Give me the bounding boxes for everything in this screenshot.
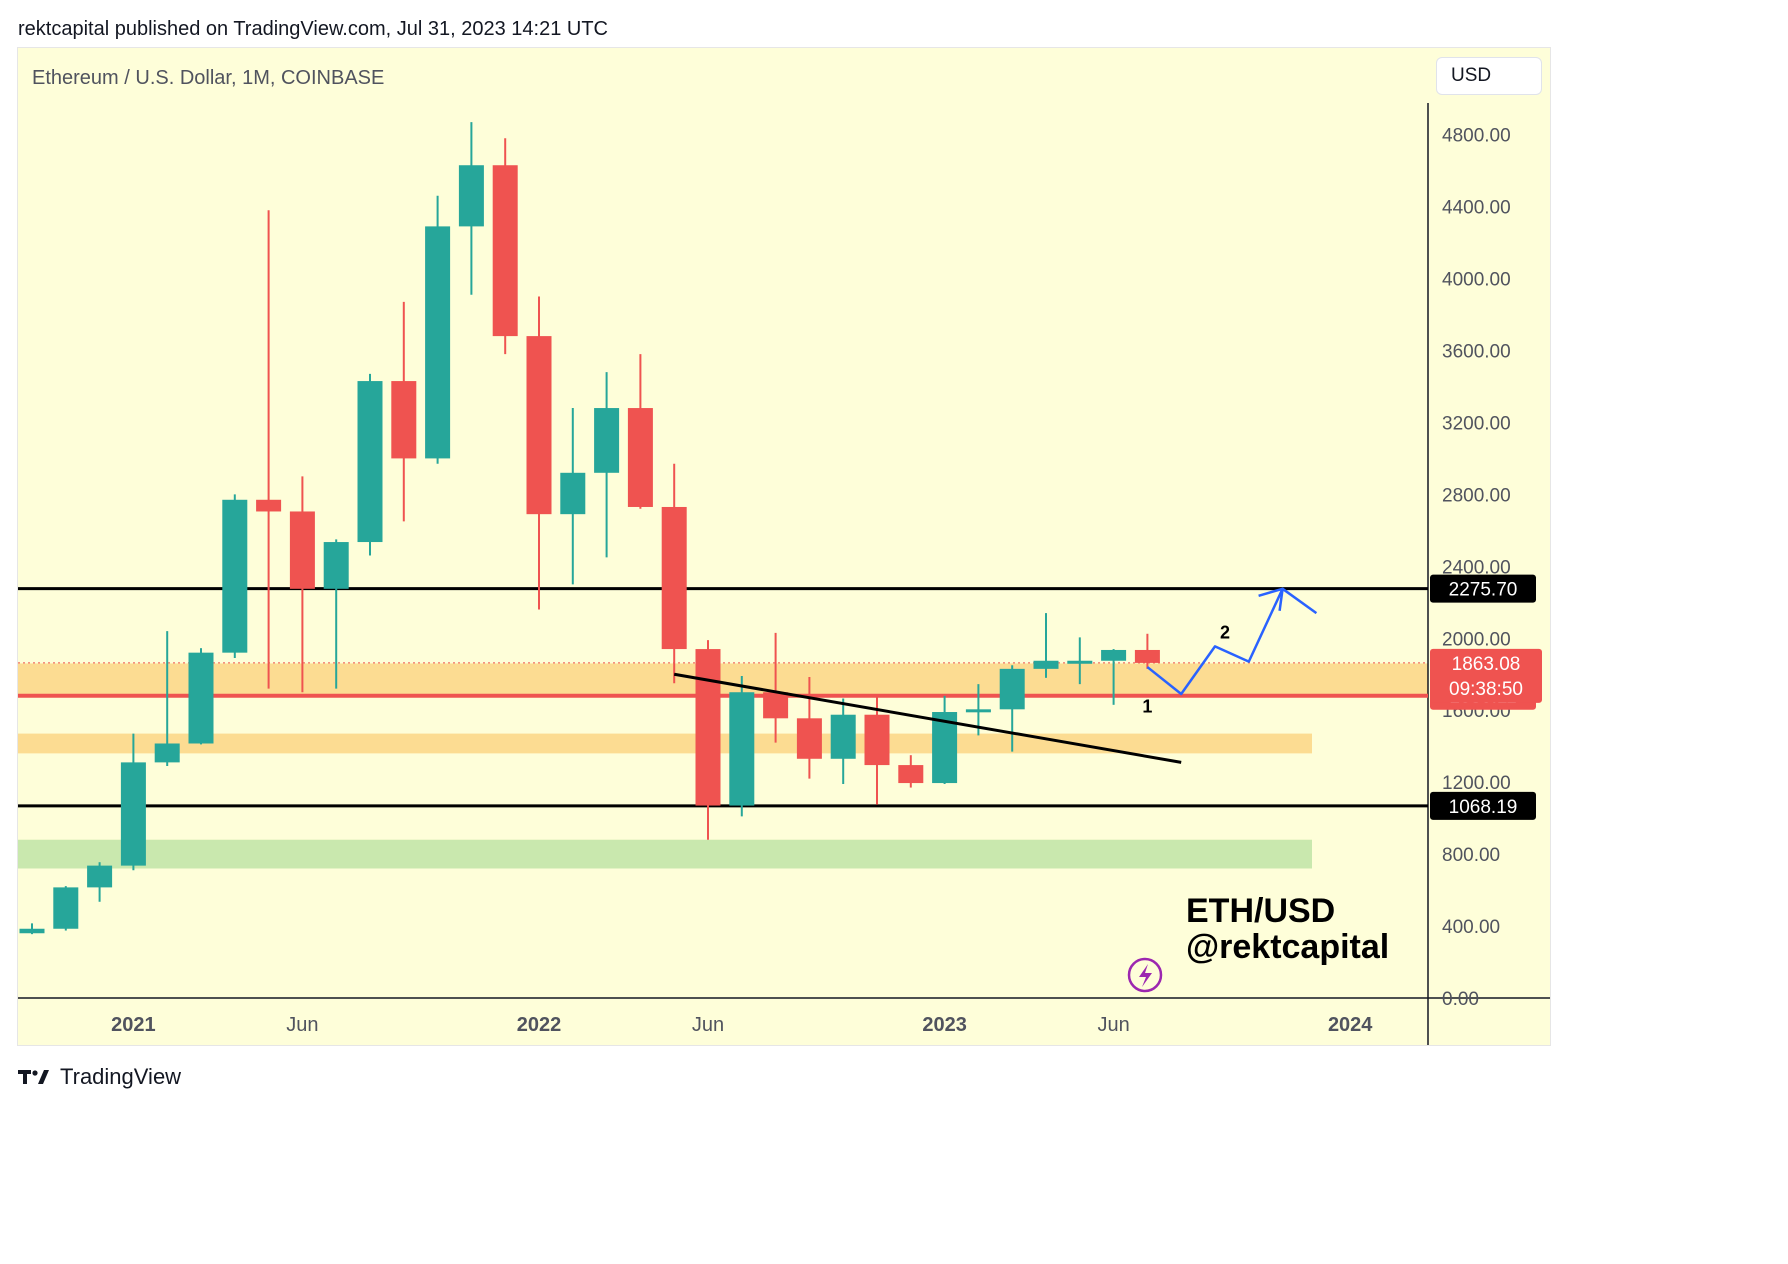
wave-annotation: 1: [1142, 696, 1152, 716]
x-tick-label: Jun: [1097, 1014, 1129, 1036]
y-tick-label: 1200.00: [1442, 773, 1511, 794]
candle-body: [796, 718, 822, 759]
candle-body: [560, 472, 586, 515]
x-tick-label: 2023: [922, 1014, 967, 1036]
y-tick-label: 2400.00: [1442, 557, 1511, 578]
candle-body: [222, 499, 248, 653]
price-axis-label: [1430, 791, 1536, 820]
candle-body: [458, 165, 484, 227]
candle-body: [965, 709, 991, 713]
zone-band: [18, 839, 1312, 869]
candle-body: [357, 381, 383, 543]
y-tick-label: 4800.00: [1442, 126, 1511, 147]
candle-body: [323, 542, 349, 589]
x-tick-label: 2022: [517, 1014, 562, 1036]
candle-body: [19, 928, 45, 934]
candle-body: [492, 165, 518, 337]
candle-body: [594, 408, 620, 473]
x-tick-label: 2024: [1328, 1014, 1373, 1036]
y-tick-label: 800.00: [1442, 845, 1500, 866]
last-price-label: [1430, 648, 1542, 703]
x-tick-label: Jun: [286, 1014, 318, 1036]
y-tick-label: 4400.00: [1442, 198, 1511, 219]
y-tick-label: 2800.00: [1442, 485, 1511, 506]
bar-countdown: 09:38:50: [1449, 679, 1523, 700]
price-axis-label-text: 1068.19: [1449, 797, 1518, 818]
candle-body: [391, 381, 417, 459]
candle-body: [627, 408, 653, 507]
candle-body: [53, 887, 79, 929]
candle-body: [256, 499, 282, 512]
trendline: [673, 672, 1182, 764]
candle-body: [999, 668, 1025, 710]
price-axis-label: [1430, 574, 1536, 603]
candle-body: [1033, 660, 1059, 669]
y-tick-label: 2000.00: [1442, 629, 1511, 650]
wave-annotation: 2: [1220, 623, 1230, 643]
candle-body: [188, 652, 214, 744]
candle-body: [1134, 649, 1160, 663]
y-tick-label: 400.00: [1442, 917, 1500, 938]
candle-body: [864, 714, 890, 766]
candle-body: [526, 336, 552, 515]
x-tick-label: 2021: [111, 1014, 156, 1036]
zone-band: [18, 663, 1428, 696]
tradingview-logo-icon: [18, 1070, 49, 1084]
zone-band: [18, 733, 1312, 754]
watermark-handle: @rektcapital: [1186, 928, 1390, 966]
candle-body: [1101, 649, 1127, 661]
candle-body: [729, 692, 755, 806]
footer-brand[interactable]: TradingView: [18, 1064, 181, 1090]
candle-body: [695, 649, 721, 806]
candle-body: [87, 865, 113, 888]
lightning-icon-bolt: [1139, 964, 1152, 987]
candle-body: [154, 743, 180, 763]
chart-frame: [17, 47, 1551, 1046]
lightning-icon: [1127, 957, 1163, 993]
price-axis-label-text: 2275.70: [1449, 580, 1518, 601]
candle-body: [763, 692, 789, 719]
plot-background: [18, 48, 1428, 1045]
currency-button[interactable]: USD: [1436, 57, 1542, 95]
y-tick-label: 4000.00: [1442, 270, 1511, 291]
projection-path: [1146, 588, 1284, 696]
candle-body: [1067, 660, 1093, 664]
watermark-pair: ETH/USD: [1186, 892, 1336, 930]
candle-body: [289, 511, 315, 589]
y-tick-label: 0.00: [1442, 989, 1479, 1010]
candle-body: [830, 714, 856, 759]
candle-body: [425, 226, 451, 459]
candle-body: [898, 765, 924, 784]
y-tick-label: 3200.00: [1442, 413, 1511, 434]
projection-arrowhead: [1258, 587, 1284, 611]
y-tick-label: 3600.00: [1442, 341, 1511, 362]
author-watermark: ETH/USD @rektcapital: [1186, 893, 1389, 965]
published-header: rektcapital published on TradingView.com…: [18, 18, 608, 40]
x-tick-label: Jun: [692, 1014, 724, 1036]
candlestick-chart[interactable]: 0.00400.00800.001200.001600.002000.00240…: [0, 0, 1568, 1102]
footer-brand-label: TradingView: [60, 1064, 182, 1089]
candle-body: [661, 506, 687, 650]
last-price-value: 1863.08: [1452, 654, 1521, 675]
projection-arrow-tail: [1281, 587, 1318, 615]
axis-background: [1428, 48, 1550, 1045]
symbol-title: Ethereum / U.S. Dollar, 1M, COINBASE: [32, 67, 385, 89]
candle-body: [120, 762, 146, 866]
